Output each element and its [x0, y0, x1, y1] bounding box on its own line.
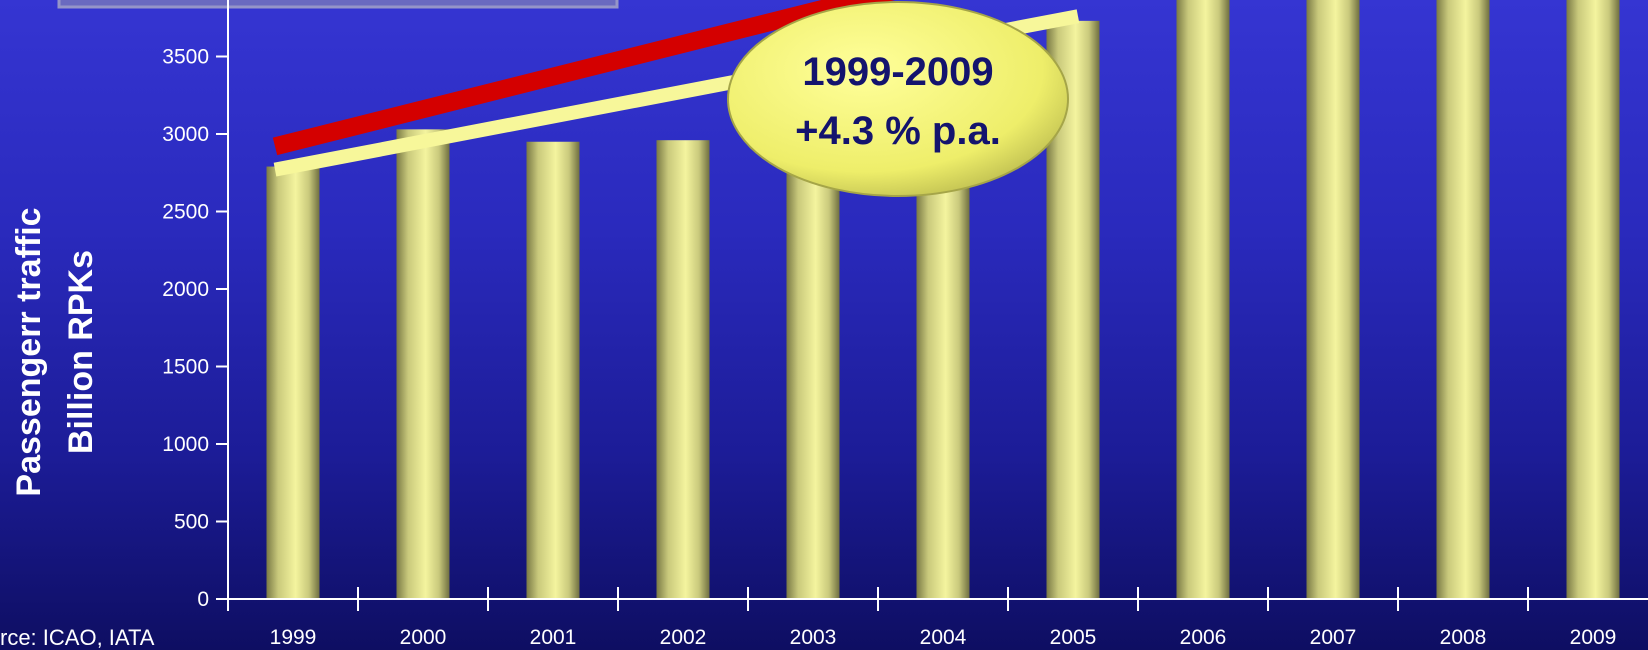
y-tick-label: 500	[174, 511, 209, 534]
x-tick-label-1999: 1999	[270, 626, 317, 649]
bar-1999	[266, 166, 320, 600]
x-tick-label-2005: 2005	[1050, 626, 1097, 649]
growth-annotation-bubble	[727, 1, 1069, 197]
y-tick-label: 2500	[162, 201, 209, 224]
y-tick-label: 1000	[162, 433, 209, 456]
x-tick-label-2006: 2006	[1180, 626, 1227, 649]
bar-2006	[1176, 0, 1230, 599]
x-tick-label-2009: 2009	[1570, 626, 1617, 649]
bar-2000	[396, 129, 450, 599]
y-tick-label: 3500	[162, 46, 209, 69]
source-note: rce: ICAO, IATA	[0, 625, 155, 650]
y-axis-title-line-1: Passengerr traffic	[10, 207, 48, 496]
x-tick-label-2007: 2007	[1310, 626, 1357, 649]
x-tick-label-2008: 2008	[1440, 626, 1487, 649]
axis-ticks: 0 500 1000 1500 2000 2500 3000 3500 1999 2000 2001…	[162, 46, 1616, 650]
bar-2004	[916, 180, 970, 599]
x-tick-label-2002: 2002	[660, 626, 707, 649]
trend-line-1	[272, 0, 896, 156]
y-tick-label: 2000	[162, 278, 209, 301]
y-axis-title-line-2: Billion RPKs	[62, 250, 100, 454]
bar-2003	[786, 168, 840, 599]
bar-2007	[1306, 0, 1360, 599]
bar-2009	[1566, 0, 1620, 599]
y-tick-label: 3000	[162, 123, 209, 146]
bar-2008	[1436, 0, 1490, 599]
x-tick-label-2001: 2001	[530, 626, 577, 649]
annotation-line-1: 1999-2009	[802, 50, 993, 94]
growth-annotation: 1999-2009 +4.3 % p.a.	[727, 1, 1069, 197]
y-tick-label: 0	[197, 588, 209, 611]
legend-box	[57, 0, 619, 9]
x-tick-label-2003: 2003	[790, 626, 837, 649]
bar-2002	[656, 140, 710, 599]
x-tick-label-2000: 2000	[400, 626, 447, 649]
annotation-line-2: +4.3 % p.a.	[795, 109, 1001, 153]
bar-2001	[526, 141, 580, 599]
x-tick-label-2004: 2004	[920, 626, 967, 649]
y-tick-label: 1500	[162, 356, 209, 379]
bar-series	[266, 0, 1620, 600]
